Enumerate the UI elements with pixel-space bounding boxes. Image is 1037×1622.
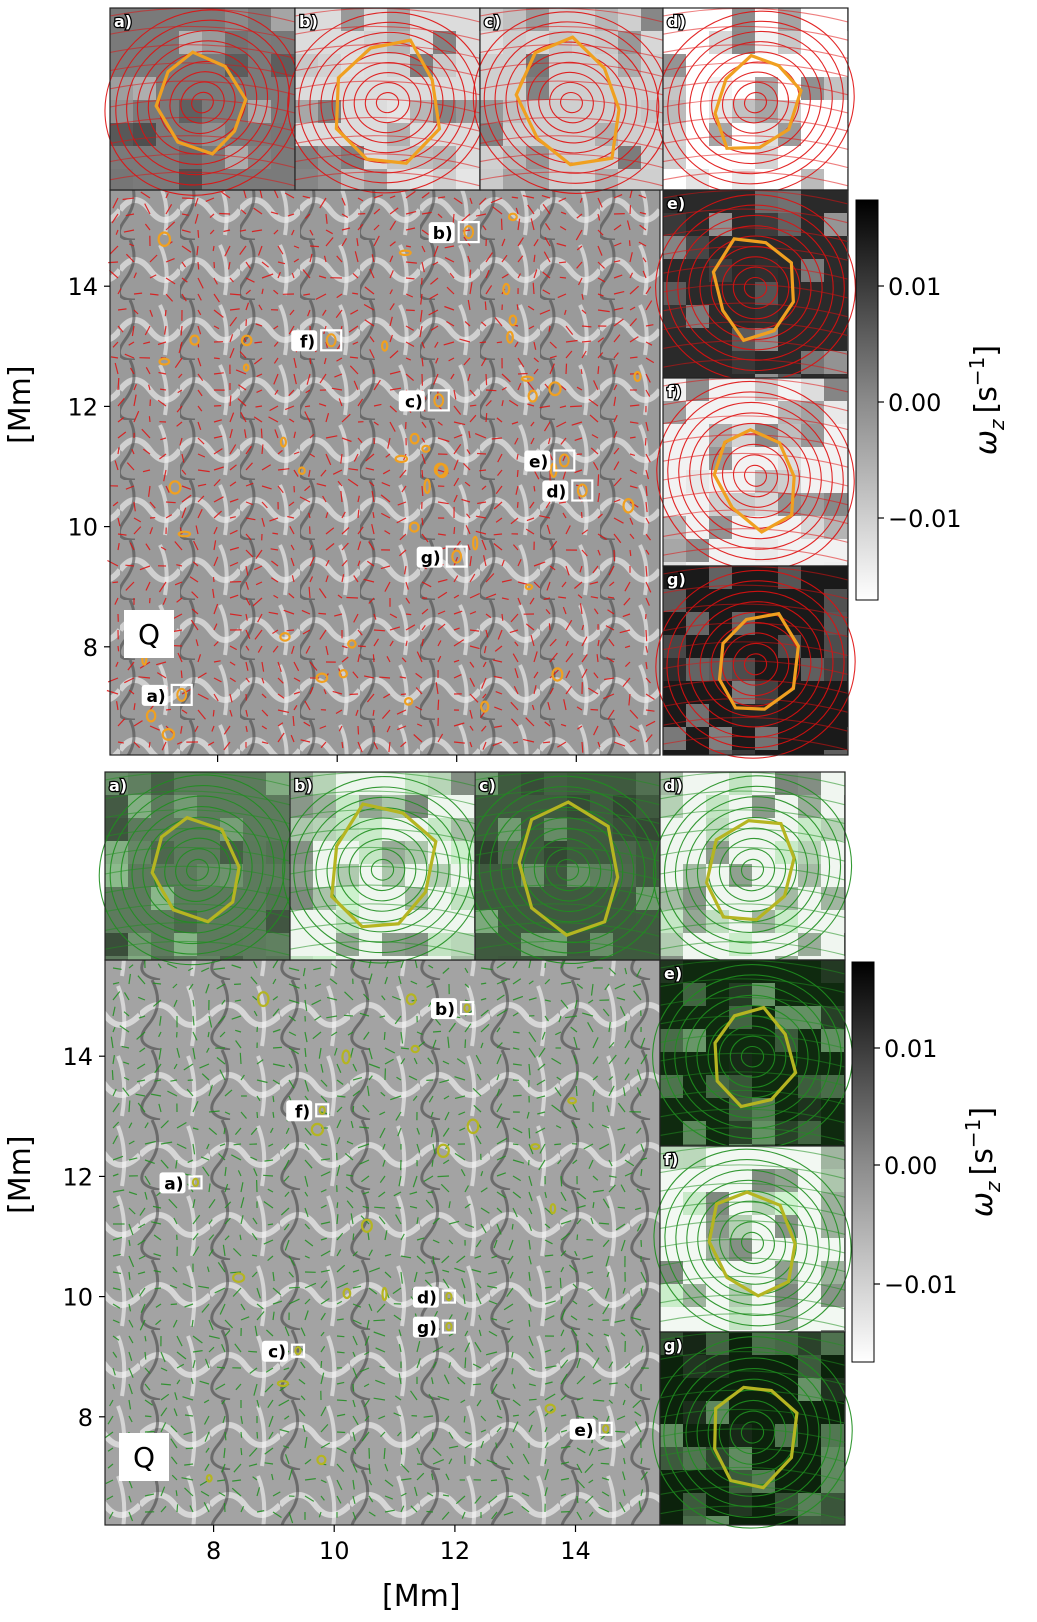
bottom-inset-f: f): [653, 1145, 852, 1337]
bottom-q-box: [119, 1433, 169, 1481]
top-y-axis-label: [Mm]: [3, 365, 38, 444]
top-region-box-0: [170, 683, 193, 707]
top-y-tick-label: 14: [67, 273, 98, 301]
x-axis-label: [Mm]: [382, 1579, 461, 1614]
bottom-colorbar-label: ωz[s−1]: [961, 1107, 1005, 1217]
top-colorbar: [855, 199, 879, 601]
bottom-inset-label: f): [664, 1150, 678, 1169]
bottom-region-label: b): [435, 1000, 455, 1020]
bottom-inset-label: e): [664, 964, 682, 983]
top-region-box-4: [553, 449, 576, 472]
top-colorbar-tick-label: 0.01: [888, 273, 941, 301]
top-inset-f: f): [656, 377, 855, 571]
top-panel: a) b) c) d) e) f) g) Qa) b) c) d) e) f) g) 8 10 12 14 [Mm]…: [3, 7, 1009, 762]
top-region-label: b): [433, 224, 453, 244]
top-colorbar-tick-label: 0.00: [888, 389, 941, 417]
bottom-y-tick-label: 10: [62, 1284, 93, 1312]
bottom-y-tick-label: 12: [62, 1163, 93, 1191]
top-inset-label: d): [667, 12, 686, 31]
top-region-box-6: [445, 545, 468, 568]
bottom-q-label: Q: [133, 1441, 155, 1474]
bottom-region-label: d): [417, 1289, 437, 1309]
bottom-colorbar: [851, 961, 875, 1363]
bottom-region-label: g): [417, 1319, 437, 1339]
bottom-inset-d: d): [652, 771, 853, 965]
top-inset-g: g): [655, 565, 856, 759]
bottom-inset-label: a): [109, 776, 127, 795]
bottom-inset-label: g): [664, 1336, 683, 1355]
bottom-region-box-5: [315, 1103, 330, 1118]
top-region-label: g): [421, 549, 441, 569]
bottom-inset-a: a): [98, 771, 297, 966]
top-region-box-3: [571, 479, 594, 502]
top-velocity-vectors: [106, 187, 656, 753]
top-inset-label: e): [667, 194, 685, 213]
bottom-y-axis-label: [Mm]: [3, 1135, 38, 1214]
bottom-colorbar-tick-label: 0.00: [884, 1152, 937, 1180]
top-region-label: f): [300, 332, 315, 352]
bottom-inset-b: b): [282, 771, 483, 964]
top-region-box-5: [320, 329, 343, 352]
bottom-colorbar-tick-label: 0.01: [884, 1035, 937, 1063]
bottom-region-box-1: [459, 1000, 475, 1016]
top-vortex-contours: [141, 212, 642, 741]
top-inset-label: f): [667, 382, 681, 401]
top-inset-c: c): [472, 7, 671, 194]
bottom-inset-label: c): [479, 776, 496, 795]
top-q-box: [124, 610, 174, 658]
bottom-y-tick-label: 8: [78, 1404, 93, 1432]
top-inset-a: a): [104, 7, 301, 196]
bottom-inset-label: d): [664, 776, 683, 795]
bottom-inset-g: g): [652, 1331, 853, 1529]
bottom-inset-label: b): [294, 776, 313, 795]
top-q-label: Q: [138, 618, 160, 651]
bottom-colorbar-tick-label: −0.01: [884, 1271, 958, 1299]
top-inset-b: b): [287, 7, 488, 194]
x-tick-label: 14: [560, 1537, 591, 1565]
x-tick-label: 12: [440, 1537, 471, 1565]
bottom-y-tick-label: 14: [62, 1043, 93, 1071]
bottom-region-label: f): [295, 1102, 310, 1122]
top-region-label: c): [405, 392, 423, 412]
bottom-inset-e: e): [652, 959, 853, 1150]
top-y-tick-label: 10: [67, 514, 98, 542]
bottom-region-box-3: [441, 1289, 456, 1304]
x-tick-label: 8: [206, 1537, 221, 1565]
bottom-region-box-0: [188, 1175, 203, 1190]
x-tick-label: 10: [319, 1537, 350, 1565]
bottom-region-box-4: [598, 1421, 613, 1436]
top-region-label: a): [146, 687, 165, 707]
top-region-box-1: [457, 221, 480, 244]
bottom-region-label: a): [164, 1174, 183, 1194]
bottom-vorticity-map: [105, 960, 660, 1525]
top-region-label: e): [529, 453, 548, 473]
top-region-box-2: [427, 389, 450, 412]
bottom-region-label: e): [574, 1421, 593, 1441]
bottom-panel: a) b) c) d) e) f) g) Qa) b) c) d) e) f) g) 8 10 12 14 [Mm]…: [3, 771, 1005, 1614]
top-inset-d: d): [656, 7, 855, 195]
top-y-tick-label: 12: [67, 393, 98, 421]
top-inset-label: g): [667, 570, 686, 589]
bottom-region-box-2: [290, 1343, 306, 1358]
top-inset-label: a): [114, 12, 132, 31]
top-inset-label: b): [299, 12, 318, 31]
top-y-tick-label: 8: [83, 634, 98, 662]
top-colorbar-label: ωz[s−1]: [965, 345, 1009, 455]
top-colorbar-tick-label: −0.01: [888, 505, 962, 533]
top-region-label: d): [546, 483, 566, 503]
bottom-vortex-contours: [205, 991, 577, 1483]
top-inset-e: e): [655, 189, 856, 382]
bottom-region-label: c): [268, 1343, 286, 1363]
top-inset-label: c): [484, 12, 501, 31]
bottom-region-box-6: [441, 1319, 456, 1334]
bottom-inset-c: c): [467, 771, 668, 964]
